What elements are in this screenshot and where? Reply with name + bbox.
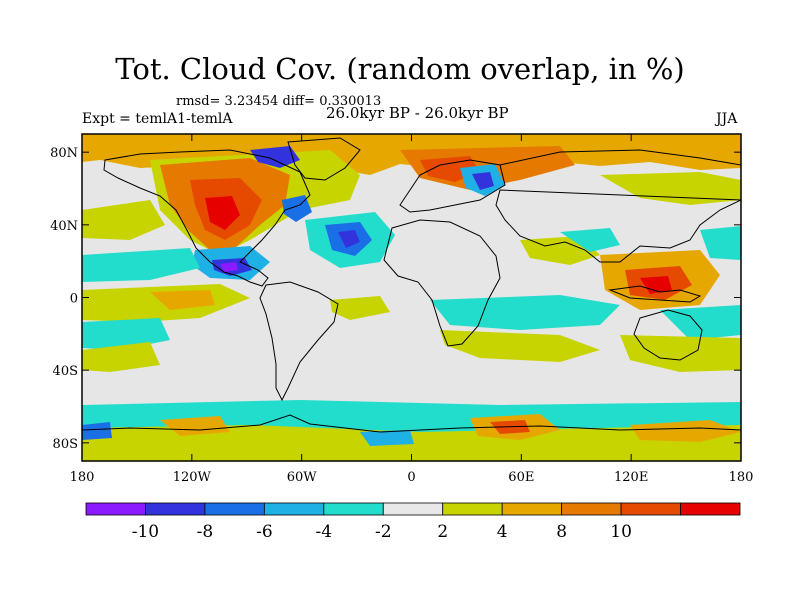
colorbar-swatch bbox=[442, 502, 503, 516]
coastline-europe bbox=[399, 159, 506, 213]
coastline-north-america bbox=[103, 149, 311, 287]
colorbar-label: -6 bbox=[256, 522, 273, 542]
coastline-asia bbox=[495, 149, 741, 263]
colorbar-swatch bbox=[323, 502, 384, 516]
y-tick-label: 80N bbox=[50, 146, 78, 161]
y-tick-label: 40S bbox=[53, 364, 78, 379]
colorbar-label: 10 bbox=[610, 522, 632, 542]
y-tick-label: 40N bbox=[50, 219, 78, 234]
indian-ocean-positive bbox=[440, 330, 600, 362]
south-pacific-positive bbox=[82, 342, 160, 372]
east-siberia-positive bbox=[600, 172, 741, 205]
experiment-label: Expt = temlA1-temlA bbox=[82, 111, 233, 127]
x-tick-label: 0 bbox=[407, 470, 415, 485]
colorbar-label: -4 bbox=[316, 522, 333, 542]
tropical-pacific-positive-core bbox=[150, 290, 215, 310]
stats-label: rmsd= 3.23454 diff= 0.330013 bbox=[176, 94, 382, 109]
maritime-continent-core bbox=[640, 276, 672, 294]
colorbar-swatch bbox=[204, 502, 265, 516]
coastline-greenland bbox=[287, 137, 361, 181]
colorbar-label: 4 bbox=[497, 522, 508, 542]
y-tick-label: 80S bbox=[53, 437, 78, 452]
greenland-negative bbox=[250, 146, 300, 168]
season-label: JJA bbox=[716, 111, 738, 127]
y-tick-label: 0 bbox=[70, 292, 78, 307]
colorbar-swatch bbox=[501, 502, 563, 516]
north-america-core bbox=[205, 196, 240, 230]
antarctic-negative-2 bbox=[360, 430, 414, 446]
colorbar-swatch bbox=[85, 502, 146, 516]
antarctic-positive-3 bbox=[630, 420, 741, 442]
colorbar-swatch bbox=[145, 502, 206, 516]
equatorial-atlantic-positive bbox=[330, 296, 390, 320]
north-pacific-positive bbox=[82, 200, 165, 240]
colorbar-swatch bbox=[382, 502, 444, 516]
x-tick-label: 60E bbox=[508, 470, 534, 485]
subtropical-atlantic-deep bbox=[338, 230, 360, 248]
indian-ocean-negative bbox=[430, 295, 620, 330]
colorbar-label: -2 bbox=[375, 522, 392, 542]
coastline-africa bbox=[383, 219, 501, 347]
bay-of-bengal-negative bbox=[560, 228, 620, 252]
axis-ticks: 180 120W 60W 0 60E 120E 180 80N 40N 0 40S 80S bbox=[50, 134, 753, 485]
x-tick-label: 60W bbox=[287, 470, 318, 485]
coastline-antarctica bbox=[82, 414, 741, 433]
x-tick-label: 120W bbox=[173, 470, 212, 485]
colorbar: -10 -8 -6 -4 -2 2 4 8 10 bbox=[85, 502, 741, 542]
antarctic-positive-4 bbox=[160, 416, 230, 436]
coastline-indonesia bbox=[608, 285, 702, 303]
anomaly-field bbox=[82, 134, 741, 461]
antarctic-negative-1 bbox=[82, 422, 112, 440]
colorbar-swatch bbox=[561, 502, 622, 516]
x-tick-label: 180 bbox=[70, 470, 95, 485]
period-label: 26.0kyr BP - 26.0kyr BP bbox=[326, 104, 509, 122]
colorbar-swatch bbox=[680, 502, 741, 516]
west-pacific-negative bbox=[700, 226, 741, 260]
chart-title: Tot. Cloud Cov. (random overlap, in %) bbox=[115, 52, 685, 86]
colorbar-label: 8 bbox=[556, 522, 567, 542]
labrador-negative bbox=[282, 195, 312, 222]
colorbar-swatch bbox=[620, 502, 681, 516]
colorbar-label: -8 bbox=[197, 522, 214, 542]
x-tick-label: 120E bbox=[614, 470, 648, 485]
colorbar-label: -10 bbox=[132, 522, 159, 542]
coastline-australia bbox=[633, 309, 703, 361]
southwest-pacific-positive bbox=[620, 335, 741, 372]
tropical-pacific-negative bbox=[82, 248, 200, 282]
south-pacific-negative bbox=[82, 318, 170, 350]
coastline-south-america bbox=[259, 281, 339, 402]
x-tick-label: 180 bbox=[729, 470, 754, 485]
coastlines bbox=[82, 137, 741, 433]
colorbar-label: 2 bbox=[437, 522, 448, 542]
eurasia-negative-core bbox=[472, 172, 494, 190]
central-america-deep bbox=[220, 262, 238, 272]
colorbar-swatch bbox=[263, 502, 325, 516]
